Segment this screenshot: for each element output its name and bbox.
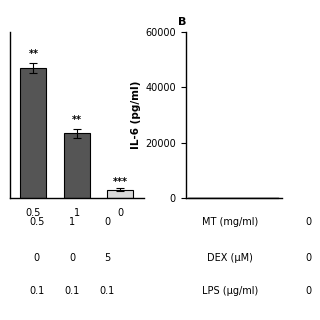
Text: 0.1: 0.1 xyxy=(29,286,44,296)
Text: 0: 0 xyxy=(306,286,312,296)
Text: 0.5: 0.5 xyxy=(29,217,44,228)
Text: 0: 0 xyxy=(306,252,312,263)
Text: **: ** xyxy=(72,115,82,125)
Text: 0: 0 xyxy=(306,217,312,228)
Text: 0: 0 xyxy=(104,217,110,228)
Text: 0: 0 xyxy=(34,252,40,263)
Y-axis label: IL-6 (pg/ml): IL-6 (pg/ml) xyxy=(131,81,141,149)
Text: B: B xyxy=(178,17,186,27)
Bar xyxy=(64,133,90,198)
Bar xyxy=(20,68,46,198)
Text: 1: 1 xyxy=(69,217,75,228)
Bar xyxy=(107,190,133,198)
Text: ***: *** xyxy=(113,177,128,187)
Text: 0: 0 xyxy=(69,252,75,263)
Text: DEX (μM): DEX (μM) xyxy=(207,252,253,263)
Text: MT (mg/ml): MT (mg/ml) xyxy=(202,217,259,228)
Text: **: ** xyxy=(28,49,38,59)
Text: LPS (μg/ml): LPS (μg/ml) xyxy=(202,286,259,296)
Text: 5: 5 xyxy=(104,252,110,263)
Text: 0.1: 0.1 xyxy=(100,286,115,296)
Text: 0.1: 0.1 xyxy=(64,286,80,296)
